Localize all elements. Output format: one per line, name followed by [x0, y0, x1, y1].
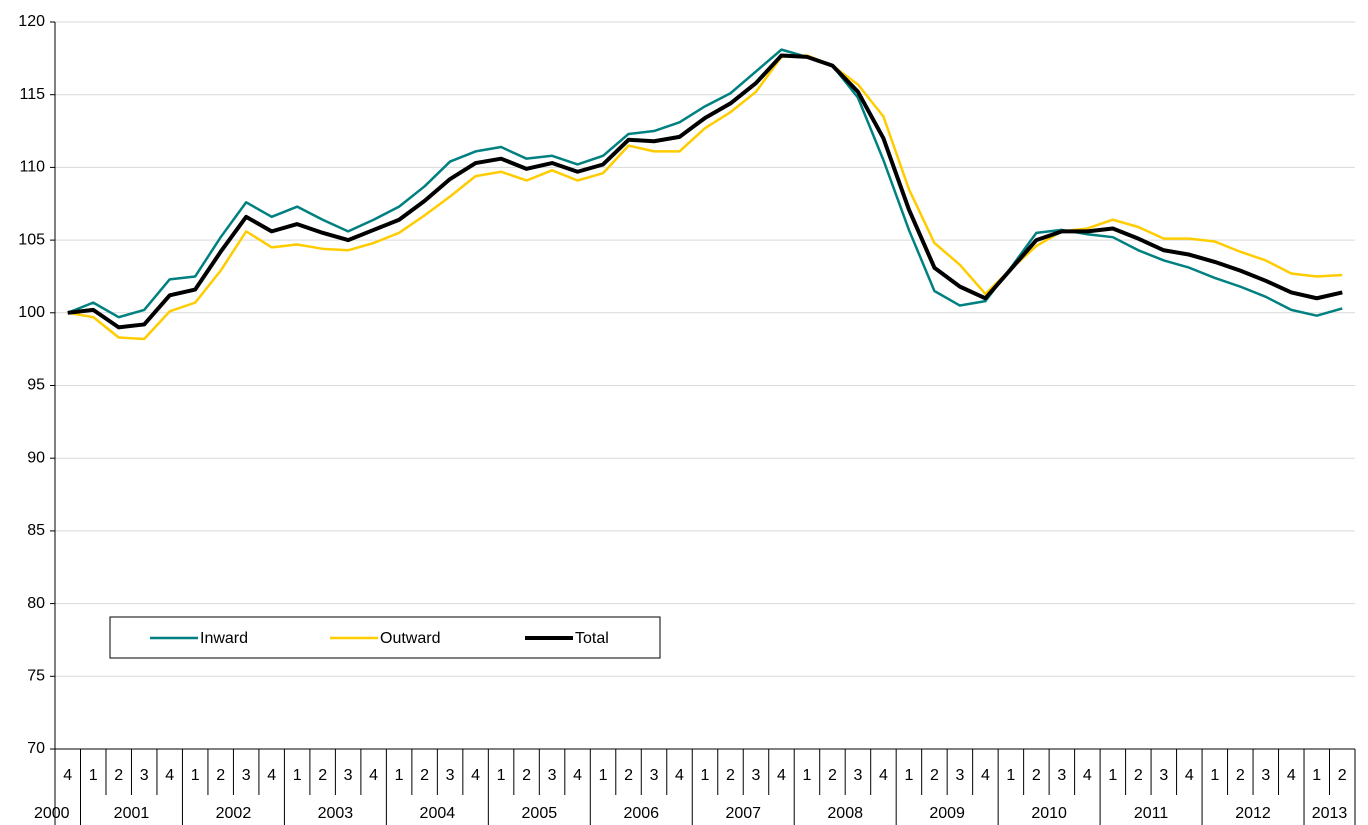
x-tick-label: 4	[267, 767, 276, 784]
x-tick-label: 1	[191, 767, 200, 784]
series-line	[67, 48, 1343, 319]
x-tick-label: 1	[1312, 767, 1321, 784]
x-tick-label: 2	[318, 767, 327, 784]
x-tick-label: 3	[242, 767, 251, 784]
y-tick-label: 90	[27, 449, 45, 466]
x-tick-label: 3	[548, 767, 557, 784]
legend-label: Outward	[380, 630, 440, 647]
x-tick-label: 2	[216, 767, 225, 784]
x-tick-label: 1	[803, 767, 812, 784]
year-label: 2007	[725, 805, 761, 822]
x-tick-label: 4	[675, 767, 684, 784]
x-tick-label: 4	[165, 767, 174, 784]
x-tick-label: 1	[1108, 767, 1117, 784]
x-tick-label: 4	[777, 767, 786, 784]
x-tick-label: 2	[1338, 767, 1347, 784]
x-tick-label: 4	[471, 767, 480, 784]
series-line	[67, 54, 1343, 341]
x-tick-label: 1	[599, 767, 608, 784]
x-tick-label: 2	[1134, 767, 1143, 784]
year-label: 2009	[929, 805, 965, 822]
x-tick-label: 4	[63, 767, 72, 784]
x-tick-label: 1	[395, 767, 404, 784]
x-tick-label: 2	[114, 767, 123, 784]
x-tick-label: 4	[1185, 767, 1194, 784]
y-tick-label: 110	[19, 159, 45, 176]
x-tick-label: 1	[89, 767, 98, 784]
x-tick-label: 3	[650, 767, 659, 784]
legend-label: Inward	[200, 630, 248, 647]
x-tick-label: 2	[522, 767, 531, 784]
x-tick-label: 2	[1236, 767, 1245, 784]
y-tick-label: 105	[18, 231, 45, 248]
x-tick-label: 1	[293, 767, 302, 784]
x-tick-label: 1	[1210, 767, 1219, 784]
x-tick-label: 1	[497, 767, 506, 784]
x-tick-label: 3	[344, 767, 353, 784]
y-tick-label: 115	[19, 86, 45, 103]
x-tick-label: 3	[1261, 767, 1270, 784]
x-tick-label: 2	[1032, 767, 1041, 784]
year-label: 2002	[216, 805, 252, 822]
year-label: 2012	[1235, 805, 1271, 822]
x-tick-label: 3	[140, 767, 149, 784]
x-tick-label: 3	[1159, 767, 1168, 784]
year-label: 2011	[1134, 805, 1169, 822]
year-label: 2006	[623, 805, 659, 822]
x-tick-label: 1	[701, 767, 710, 784]
year-label: 2008	[827, 805, 863, 822]
x-tick-label: 4	[879, 767, 888, 784]
year-label: 2003	[318, 805, 354, 822]
year-label: 2013	[1312, 805, 1348, 822]
x-tick-label: 2	[420, 767, 429, 784]
y-tick-label: 80	[27, 595, 45, 612]
legend-label: Total	[575, 630, 609, 647]
y-tick-label: 85	[27, 522, 45, 539]
y-tick-label: 120	[18, 13, 45, 30]
x-tick-label: 3	[853, 767, 862, 784]
x-tick-label: 4	[573, 767, 582, 784]
x-tick-label: 1	[904, 767, 913, 784]
x-tick-label: 3	[955, 767, 964, 784]
y-tick-label: 95	[27, 377, 45, 394]
x-tick-label: 4	[1083, 767, 1092, 784]
x-tick-label: 4	[369, 767, 378, 784]
x-tick-label: 3	[446, 767, 455, 784]
x-tick-label: 2	[726, 767, 735, 784]
x-tick-label: 3	[1057, 767, 1066, 784]
x-tick-label: 4	[1287, 767, 1296, 784]
x-tick-label: 2	[624, 767, 633, 784]
x-tick-label: 2	[930, 767, 939, 784]
x-tick-label: 1	[1006, 767, 1015, 784]
y-tick-label: 100	[18, 304, 45, 321]
x-tick-label: 2	[828, 767, 837, 784]
year-label: 2001	[114, 805, 150, 822]
y-tick-label: 70	[27, 740, 45, 757]
x-tick-label: 3	[752, 767, 761, 784]
series-line	[67, 53, 1343, 330]
year-label: 2000	[34, 805, 70, 822]
year-label: 2010	[1031, 805, 1067, 822]
year-label: 2004	[420, 805, 456, 822]
y-tick-label: 75	[27, 668, 45, 685]
x-tick-label: 4	[981, 767, 990, 784]
year-label: 2005	[522, 805, 558, 822]
